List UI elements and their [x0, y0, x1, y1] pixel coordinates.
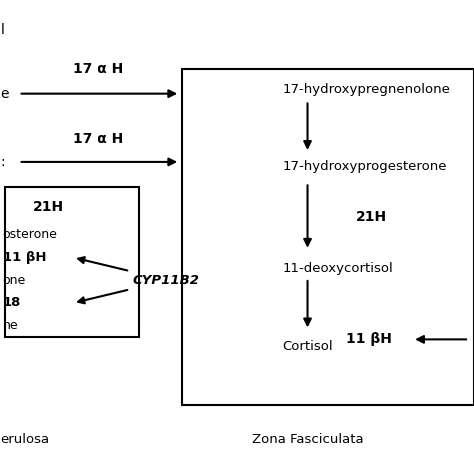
Text: 11-deoxycortisol: 11-deoxycortisol [283, 262, 393, 275]
Text: l: l [0, 23, 4, 37]
Text: 17 α H: 17 α H [73, 132, 123, 146]
FancyBboxPatch shape [182, 69, 474, 405]
Text: 18: 18 [3, 296, 21, 310]
Text: osterone: osterone [3, 228, 57, 241]
Text: Cortisol: Cortisol [283, 340, 333, 353]
Text: Zona Fasciculata: Zona Fasciculata [252, 433, 364, 446]
Text: 21H: 21H [33, 201, 64, 214]
Text: 17-hydroxypregnenolone: 17-hydroxypregnenolone [283, 82, 450, 96]
Text: CYP11B2: CYP11B2 [132, 273, 200, 287]
Text: one: one [3, 273, 26, 287]
Text: 17-hydroxyprogesterone: 17-hydroxyprogesterone [283, 160, 447, 173]
Text: 17 α H: 17 α H [73, 62, 123, 76]
Text: e: e [0, 87, 9, 100]
Text: 21H: 21H [356, 210, 387, 224]
Text: 11 βH: 11 βH [3, 251, 46, 264]
Text: erulosa: erulosa [0, 433, 49, 446]
Text: :: : [0, 155, 5, 169]
Text: ne: ne [3, 319, 18, 332]
Text: 11 βH: 11 βH [346, 332, 392, 346]
FancyBboxPatch shape [5, 187, 139, 337]
